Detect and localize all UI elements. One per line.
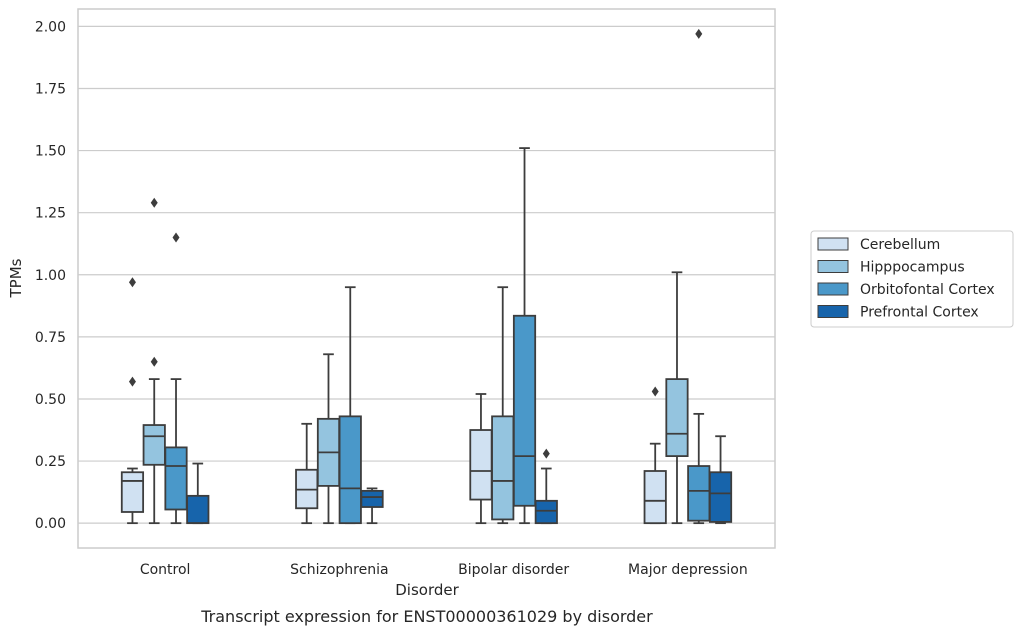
box-iqr bbox=[643, 470, 667, 525]
box-orbitofontal-cortex-schizophrenia bbox=[338, 286, 362, 525]
y-tick-label: 1.50 bbox=[35, 144, 66, 160]
box-orbitofontal-cortex-major-depression bbox=[687, 28, 711, 525]
legend: Cerebellum Hipppocampus Orbitofontal Corte… bbox=[810, 230, 1014, 328]
outlier-point bbox=[542, 448, 550, 459]
box-orbitofontal-cortex-bipolar-disorder bbox=[512, 147, 537, 525]
legend-swatch-cerebellum bbox=[817, 237, 849, 251]
x-tick-label: Control bbox=[140, 562, 191, 578]
plot-frame bbox=[77, 8, 776, 549]
box-iqr bbox=[512, 314, 537, 507]
box-plot-series bbox=[120, 28, 733, 525]
series-orbitofontal-cortex bbox=[164, 28, 711, 525]
box-prefrontal-cortex-bipolar-disorder bbox=[534, 448, 558, 525]
y-tick-label: 0.00 bbox=[35, 516, 66, 532]
box-iqr bbox=[491, 415, 515, 521]
legend-swatch-prefrontal-cortex bbox=[817, 305, 849, 318]
outlier-point bbox=[128, 277, 136, 288]
y-axis-ticks: 0.00 0.25 0.50 0.75 1.00 1.25 1.50 1.75 2.00 bbox=[35, 19, 66, 532]
box-iqr bbox=[338, 415, 362, 525]
box-iqr bbox=[360, 489, 384, 508]
x-axis-title: Disorder bbox=[395, 581, 459, 599]
box-iqr bbox=[534, 499, 558, 525]
outlier-point bbox=[651, 386, 659, 397]
series-cerebellum bbox=[120, 277, 667, 525]
y-tick-label: 0.50 bbox=[35, 392, 66, 408]
x-tick-label: Major depression bbox=[628, 562, 748, 578]
box-cerebellum-major-depression bbox=[643, 386, 667, 525]
y-tick-label: 0.25 bbox=[35, 454, 66, 470]
box-cerebellum-schizophrenia bbox=[295, 422, 319, 525]
box-prefrontal-cortex-schizophrenia bbox=[360, 487, 384, 525]
outlier-point bbox=[150, 197, 158, 208]
legend-label-orbitofontal-cortex: Orbitofontal Cortex bbox=[860, 282, 995, 298]
legend-swatch-orbitofontal-cortex bbox=[817, 282, 849, 296]
box-iqr bbox=[469, 429, 493, 501]
outlier-point bbox=[128, 376, 136, 387]
outlier-point bbox=[150, 356, 158, 367]
legend-swatch-hipppocampus bbox=[817, 260, 849, 273]
legend-frame bbox=[810, 230, 1014, 328]
box-iqr bbox=[708, 471, 733, 523]
box-cerebellum-bipolar-disorder bbox=[469, 393, 493, 525]
box-hipppocampus-major-depression bbox=[665, 271, 689, 525]
outlier-point bbox=[172, 232, 180, 243]
legend-label-cerebellum: Cerebellum bbox=[860, 237, 940, 253]
y-tick-label: 1.25 bbox=[35, 206, 66, 222]
y-tick-label: 1.75 bbox=[35, 81, 66, 97]
box-orbitofontal-cortex-control bbox=[164, 232, 188, 525]
figure-caption: Transcript expression for ENST0000036102… bbox=[200, 607, 653, 626]
x-tick-label: Bipolar disorder bbox=[458, 562, 569, 578]
box-iqr bbox=[142, 424, 166, 466]
box-hipppocampus-bipolar-disorder bbox=[491, 286, 515, 525]
legend-label-hipppocampus: Hipppocampus bbox=[860, 260, 965, 276]
box-iqr bbox=[687, 465, 711, 522]
series-prefrontal-cortex bbox=[186, 435, 733, 525]
box-iqr bbox=[120, 471, 145, 513]
grid-lines bbox=[78, 25, 775, 524]
y-tick-label: 1.00 bbox=[35, 268, 66, 284]
x-tick-label: Schizophrenia bbox=[290, 562, 388, 578]
box-iqr bbox=[186, 494, 210, 525]
box-hipppocampus-schizophrenia bbox=[316, 353, 341, 525]
box-prefrontal-cortex-control bbox=[186, 462, 210, 525]
y-tick-label: 2.00 bbox=[35, 19, 66, 35]
box-iqr bbox=[665, 378, 689, 457]
y-tick-label: 0.75 bbox=[35, 330, 66, 346]
legend-label-prefrontal-cortex: Prefrontal Cortex bbox=[860, 305, 979, 321]
series-hipppocampus bbox=[142, 197, 689, 525]
box-cerebellum-control bbox=[120, 277, 145, 525]
box-iqr bbox=[164, 446, 188, 511]
box-hipppocampus-control bbox=[142, 197, 166, 525]
x-axis-ticks: Control Schizophrenia Bipolar disorder Majo… bbox=[140, 562, 748, 578]
box-prefrontal-cortex-major-depression bbox=[708, 435, 733, 525]
y-axis-title: TPMs bbox=[7, 258, 25, 298]
outlier-point bbox=[695, 28, 703, 39]
